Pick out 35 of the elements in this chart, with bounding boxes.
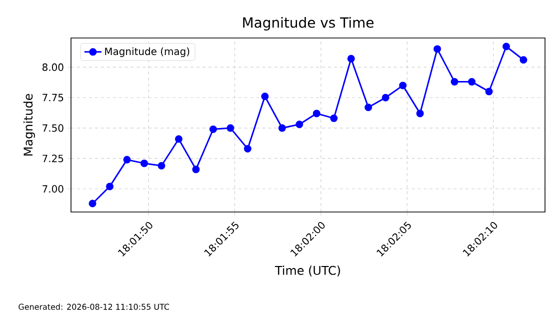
point [278, 124, 286, 132]
x-axis-title: Time (UTC) [274, 266, 340, 276]
point [416, 110, 424, 118]
point [502, 42, 510, 50]
point [450, 78, 458, 86]
point [485, 88, 493, 96]
point [158, 162, 166, 170]
y-tick-label: 7.00 [42, 185, 64, 193]
point [296, 120, 304, 128]
point [434, 45, 442, 53]
point [209, 126, 217, 134]
point [226, 124, 234, 132]
y-axis-title: Magnitude [23, 94, 35, 156]
point [364, 104, 372, 112]
point [312, 110, 320, 118]
point [174, 135, 182, 143]
legend-label: Magnitude (mag) [105, 47, 190, 58]
point [106, 182, 114, 190]
y-tick-label: 7.25 [42, 154, 64, 162]
y-tick-label: 7.50 [42, 124, 64, 132]
point [520, 56, 528, 64]
point [88, 200, 96, 208]
y-tick-label: 8.00 [42, 63, 64, 71]
point [347, 54, 355, 62]
point [261, 92, 269, 100]
point [399, 82, 407, 90]
point [140, 160, 148, 168]
point [382, 94, 390, 102]
point [244, 144, 252, 152]
y-tick-label: 7.75 [42, 94, 64, 102]
point [468, 78, 476, 86]
chart-title: Magnitude vs Time [243, 17, 374, 31]
point [330, 114, 338, 122]
point [192, 166, 200, 174]
point [123, 156, 131, 164]
